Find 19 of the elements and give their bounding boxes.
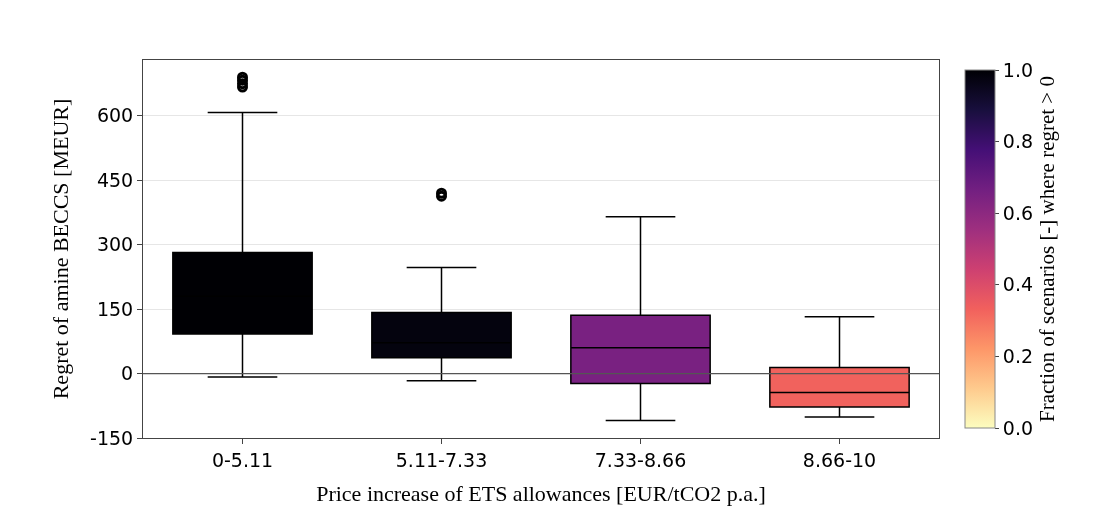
color-bar-label: 0.8 [1002,130,1034,153]
y-tick-label: 450 [96,168,134,191]
y-tick-label: -150 [90,426,134,449]
y-tick-label: 600 [96,104,134,127]
color-bar-label: 0.2 [1002,345,1034,368]
color-bar-label: 0.6 [1002,201,1034,224]
color-bar-title: Fraction of scenarios [-] where regret > 0 [1035,76,1060,422]
y-tick-label: 0 [121,362,134,385]
x-tick-label: 5.11-7.33 [395,448,488,471]
y-axis-title: Regret of amine BECCS [MEUR] [47,98,73,400]
y-tick-label: 150 [96,297,134,320]
x-tick-label: 0-5.11 [211,448,274,471]
y-tick-label: 300 [96,233,134,256]
x-tick-label: 7.33-8.66 [594,448,687,471]
color-bar-label: 0.0 [1002,416,1034,439]
color-bar-label: 0.4 [1002,273,1034,296]
color-bar-label: 1.0 [1002,58,1034,81]
x-tick-label: 8.66-10 [802,448,877,471]
x-axis-title: Price increase of ETS allowances [EUR/tCO2 p.a.] [316,480,766,506]
